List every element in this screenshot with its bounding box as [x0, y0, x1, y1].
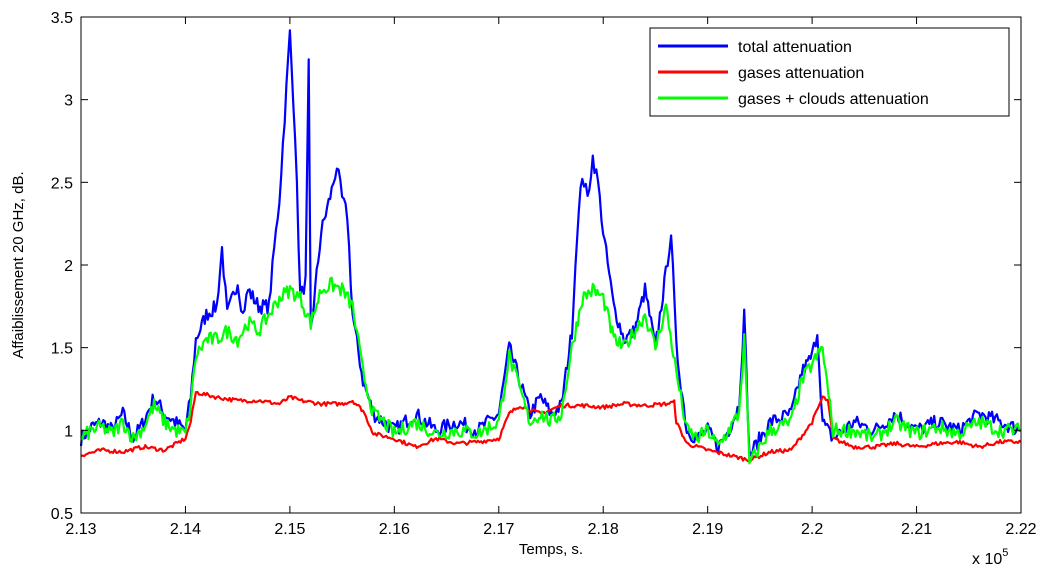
- series-line-3: [80, 276, 1022, 465]
- y-tick-label: 1: [64, 423, 73, 440]
- y-tick-label: 0.5: [51, 506, 73, 523]
- legend: total attenuation gases attenuation gases …: [649, 27, 1010, 117]
- legend-label: gases attenuation: [738, 65, 864, 82]
- x-tick-label: 2.14: [170, 521, 201, 538]
- y-tick-label: 3.5: [51, 10, 73, 27]
- x-tick-label: 2.17: [483, 521, 514, 538]
- y-axis-title: Affaiblissement 20 GHz, dB.: [10, 171, 27, 358]
- x-exponent-power: 5: [1002, 547, 1008, 559]
- y-tick-label: 2.5: [51, 175, 73, 192]
- series-line-1: [79, 29, 1022, 457]
- x-axis-title: Temps, s.: [519, 541, 583, 558]
- y-tick-label: 2: [64, 258, 73, 275]
- x-tick-label: 2.21: [901, 521, 932, 538]
- x-tick-label: 2.18: [588, 521, 619, 538]
- x-tick-label: 2.22: [1005, 521, 1036, 538]
- legend-label: gases + clouds attenuation: [738, 91, 929, 108]
- x-tick-label: 2.2: [801, 521, 823, 538]
- series-layer: [79, 29, 1022, 465]
- x-tick-label: 2.13: [65, 521, 96, 538]
- series-line-2: [80, 391, 1022, 464]
- y-tick-label: 1.5: [51, 341, 73, 358]
- x-tick-label: 2.16: [379, 521, 410, 538]
- x-tick-label: 2.19: [692, 521, 723, 538]
- axis-ticks: 2.13 2.14 2.15 2.16 2.17 2.18 2.19 2.2 2.21 2.22 0…: [51, 10, 1037, 538]
- x-tick-label: 2.15: [274, 521, 305, 538]
- x-exponent-base: x 10: [972, 551, 1002, 568]
- y-tick-label: 3: [64, 93, 73, 110]
- x-axis-exponent: x 105: [972, 547, 1008, 568]
- legend-label: total attenuation: [738, 39, 852, 56]
